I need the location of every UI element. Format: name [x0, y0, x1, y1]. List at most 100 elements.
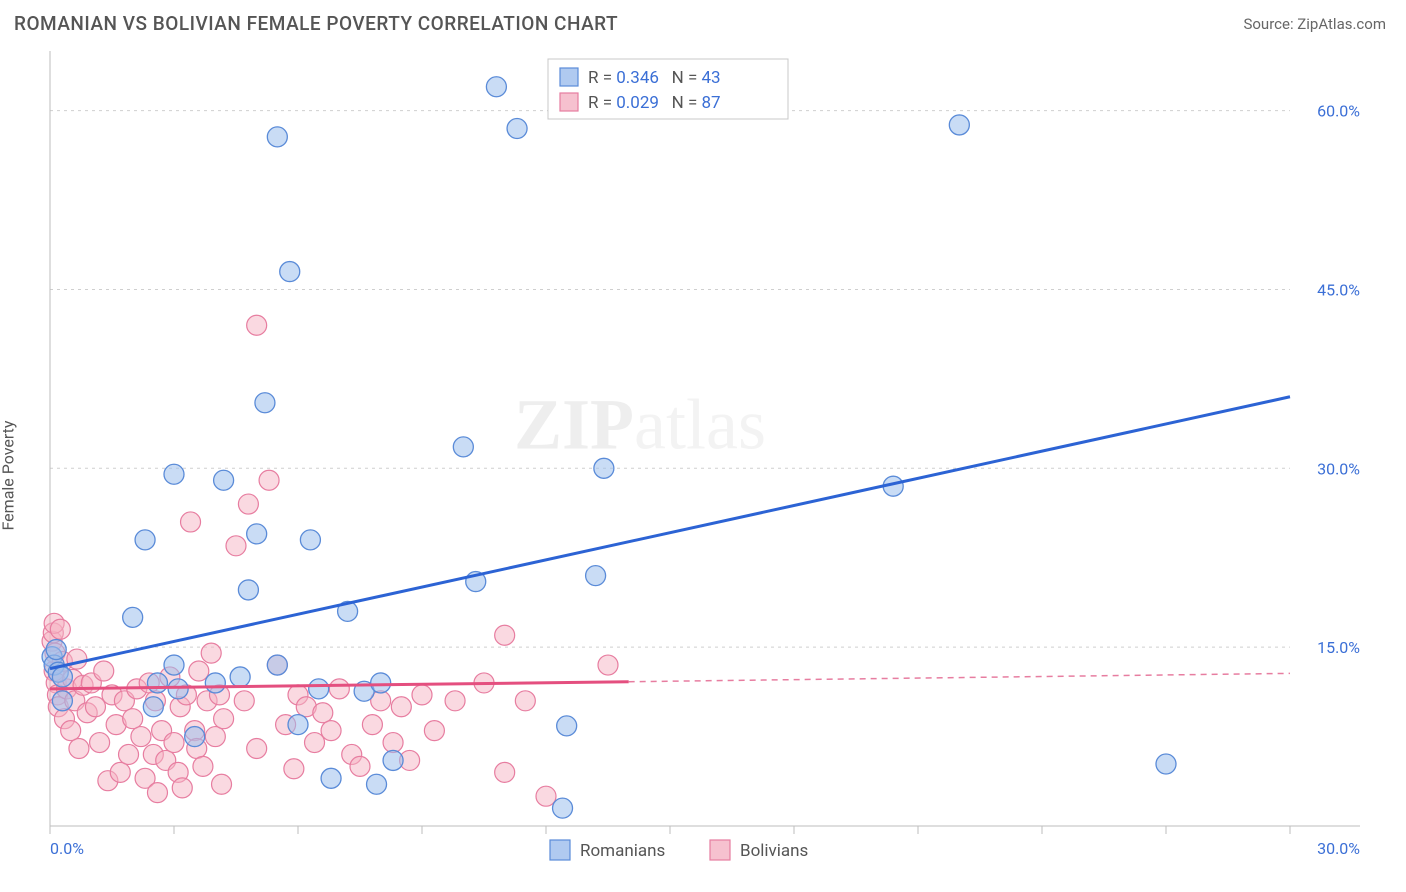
data-point — [350, 756, 370, 776]
data-point — [193, 756, 213, 776]
data-point — [267, 655, 287, 675]
data-point — [391, 697, 411, 717]
data-point — [247, 739, 267, 759]
data-point — [255, 393, 275, 413]
y-tick-label: 30.0% — [1317, 459, 1360, 478]
data-point — [67, 649, 87, 669]
bottom-legend: Romanians Bolivians — [550, 840, 808, 861]
y-axis-label: Female Poverty — [0, 421, 18, 531]
data-point — [329, 679, 349, 699]
scatter-chart: 15.0% 30.0% 45.0% 60.0% 0.0% 30.0% ZIPatlas R =… — [0, 41, 1406, 891]
data-point — [189, 661, 209, 681]
data-point — [412, 685, 432, 705]
data-point — [164, 464, 184, 484]
y-tick-label: 15.0% — [1317, 638, 1360, 657]
chart-container: Female Poverty 15.0% 30.0% 45.0% 60.0% 0.0% 3… — [0, 41, 1406, 891]
chart-source: Source: ZipAtlas.com — [1243, 15, 1386, 33]
data-point — [267, 127, 287, 147]
data-point — [172, 778, 192, 798]
data-point — [50, 619, 70, 639]
data-point — [119, 744, 139, 764]
data-point — [594, 458, 614, 478]
chart-title: ROMANIAN VS BOLIVIAN FEMALE POVERTY CORR… — [14, 12, 618, 35]
data-point — [230, 667, 250, 687]
data-point — [1156, 754, 1176, 774]
legend-label: Romanians — [580, 841, 665, 861]
data-point — [288, 715, 308, 735]
legend-label: Bolivians — [740, 841, 808, 861]
data-point — [495, 625, 515, 645]
y-tick-label: 45.0% — [1317, 280, 1360, 299]
data-point — [309, 679, 329, 699]
data-point — [300, 530, 320, 550]
data-point — [507, 119, 527, 139]
data-point — [147, 783, 167, 803]
data-point — [61, 721, 81, 741]
data-point — [424, 721, 444, 741]
legend-stat: R = 0.029 N = 87 — [588, 93, 721, 113]
watermark: ZIPatlas — [514, 385, 766, 465]
data-point — [185, 727, 205, 747]
data-point — [453, 437, 473, 457]
legend-swatch — [550, 840, 570, 860]
data-point — [321, 768, 341, 788]
data-point — [214, 470, 234, 490]
data-point — [280, 262, 300, 282]
data-point — [205, 673, 225, 693]
data-point — [247, 315, 267, 335]
data-point — [143, 697, 163, 717]
data-point — [164, 733, 184, 753]
data-point — [445, 691, 465, 711]
data-point — [515, 691, 535, 711]
data-point — [52, 667, 72, 687]
data-point — [46, 640, 66, 660]
data-point — [123, 709, 143, 729]
data-point — [557, 716, 577, 736]
x-tick-label: 30.0% — [1317, 839, 1360, 858]
data-point — [383, 750, 403, 770]
data-point — [238, 580, 258, 600]
data-point — [147, 673, 167, 693]
data-point — [305, 733, 325, 753]
data-point — [553, 798, 573, 818]
data-point — [226, 536, 246, 556]
data-point — [949, 115, 969, 135]
data-point — [234, 691, 254, 711]
data-point — [94, 661, 114, 681]
x-tick-label: 0.0% — [50, 839, 84, 858]
y-tick-label: 60.0% — [1317, 102, 1360, 121]
data-point — [371, 673, 391, 693]
data-point — [181, 512, 201, 532]
data-point — [90, 733, 110, 753]
data-point — [383, 733, 403, 753]
data-point — [495, 762, 515, 782]
data-point — [131, 727, 151, 747]
data-point — [362, 715, 382, 735]
legend-swatch — [710, 840, 730, 860]
legend-swatch-bolivians — [560, 93, 578, 111]
data-point — [110, 762, 130, 782]
chart-header: ROMANIAN VS BOLIVIAN FEMALE POVERTY CORR… — [0, 0, 1406, 41]
data-point — [238, 494, 258, 514]
data-point — [259, 470, 279, 490]
trendline-bolivians-extrapolated — [629, 673, 1290, 681]
data-point — [135, 530, 155, 550]
data-point — [123, 607, 143, 627]
data-point — [321, 721, 341, 741]
data-point — [205, 727, 225, 747]
data-point — [486, 77, 506, 97]
data-point — [164, 655, 184, 675]
data-point — [247, 524, 267, 544]
data-point — [52, 691, 72, 711]
legend-swatch-romanians — [560, 68, 578, 86]
data-point — [212, 774, 232, 794]
data-point — [201, 643, 221, 663]
data-point — [313, 703, 333, 723]
data-point — [367, 774, 387, 794]
data-point — [598, 655, 618, 675]
legend-stat: R = 0.346 N = 43 — [588, 68, 721, 88]
data-point — [586, 566, 606, 586]
data-point — [85, 697, 105, 717]
data-point — [69, 739, 89, 759]
data-point — [284, 759, 304, 779]
